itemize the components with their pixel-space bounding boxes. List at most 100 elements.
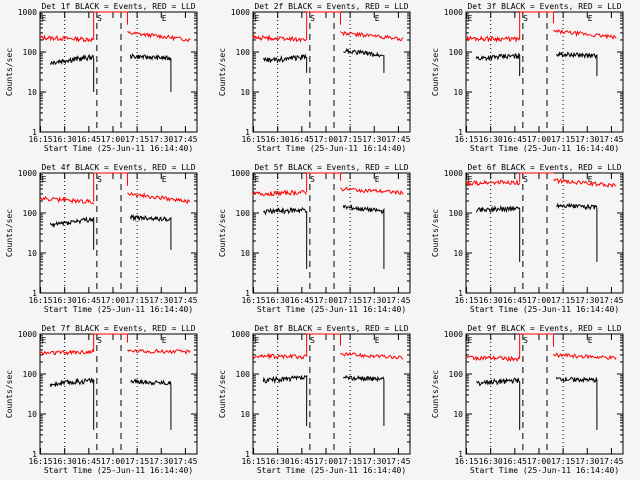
x-tick-label: 16:30 — [53, 457, 77, 466]
event-marker-e: E — [468, 14, 473, 23]
y-tick-label: 10 — [453, 88, 463, 97]
x-tick-label: 17:30 — [149, 457, 173, 466]
y-tick-label: 1000 — [231, 8, 250, 17]
y-tick-label: 100 — [449, 48, 464, 57]
x-tick-label: 17:00 — [101, 135, 125, 144]
series-lld-line — [340, 31, 404, 42]
series-lld-spike — [93, 11, 128, 40]
plot-frame — [252, 333, 411, 455]
series-lld-spike — [519, 333, 554, 359]
y-tick-label: 100 — [23, 48, 38, 57]
y-tick-label: 10 — [27, 88, 37, 97]
y-tick-label: 1 — [32, 128, 37, 137]
plot-frame — [39, 11, 198, 133]
y-tick-label: 1 — [458, 450, 463, 459]
y-axis-label: Counts/sec — [431, 48, 440, 96]
y-tick-label: 100 — [23, 209, 38, 218]
event-marker-e: E — [162, 175, 167, 184]
y-tick-label: 10 — [453, 249, 463, 258]
y-axis-label: Counts/sec — [431, 370, 440, 418]
event-marker-e: E — [42, 14, 47, 23]
y-tick-label: 1000 — [444, 8, 463, 17]
x-tick-label: 17:15 — [125, 296, 149, 305]
panel-title: Det 2f BLACK = Events, RED = LLD — [254, 2, 408, 11]
y-axis-label: Counts/sec — [5, 370, 14, 418]
panel-title: Det 9f BLACK = Events, RED = LLD — [467, 324, 621, 333]
series-events-line — [49, 377, 95, 430]
series-events-line — [476, 377, 521, 430]
x-tick-label: 16:45 — [290, 296, 314, 305]
x-tick-label: 16:15 — [454, 135, 478, 144]
x-tick-label: 17:45 — [599, 457, 623, 466]
x-tick-label: 16:15 — [454, 296, 478, 305]
series-lld-line — [252, 189, 307, 197]
event-marker-e: E — [588, 175, 593, 184]
x-tick-label: 16:15 — [28, 135, 52, 144]
y-tick-label: 100 — [236, 209, 251, 218]
x-tick-label: 16:30 — [266, 296, 290, 305]
x-tick-label: 16:30 — [266, 135, 290, 144]
y-axis-label: Counts/sec — [5, 48, 14, 96]
x-axis-label: Start Time (25-Jun-11 16:14:40) — [470, 466, 619, 475]
x-tick-label: 17:30 — [575, 135, 599, 144]
event-marker-s: S — [97, 336, 102, 345]
x-axis-label: Start Time (25-Jun-11 16:14:40) — [470, 305, 619, 314]
x-axis-label: Start Time (25-Jun-11 16:14:40) — [470, 144, 619, 153]
series-lld-line — [340, 351, 404, 360]
series-lld-line — [252, 353, 308, 360]
series-lld-line — [39, 348, 95, 356]
y-tick-label: 10 — [27, 410, 37, 419]
x-tick-label: 17:00 — [314, 135, 338, 144]
series-lld-spike — [519, 11, 554, 40]
x-axis-label: Start Time (25-Jun-11 16:14:40) — [44, 466, 193, 475]
x-tick-label: 17:15 — [125, 457, 149, 466]
series-lld-spike — [93, 172, 128, 202]
x-tick-label: 17:45 — [386, 296, 410, 305]
event-marker-e: E — [588, 336, 593, 345]
y-tick-label: 1 — [458, 128, 463, 137]
event-marker-e: E — [162, 336, 167, 345]
series-events-line — [555, 50, 598, 77]
panel-title: Det 8f BLACK = Events, RED = LLD — [254, 324, 408, 333]
x-tick-label: 16:30 — [266, 457, 290, 466]
event-marker-e: E — [42, 175, 47, 184]
event-marker-e: E — [588, 14, 593, 23]
series-lld-line — [465, 354, 520, 363]
x-tick-label: 16:30 — [479, 296, 503, 305]
event-marker-e: E — [255, 14, 260, 23]
series-events-line — [342, 204, 385, 269]
x-axis-label: Start Time (25-Jun-11 16:14:40) — [44, 305, 193, 314]
x-tick-label: 17:45 — [386, 135, 410, 144]
x-tick-label: 16:30 — [479, 457, 503, 466]
event-marker-e: E — [375, 14, 380, 23]
series-events-line — [343, 47, 385, 73]
x-tick-label: 17:00 — [314, 457, 338, 466]
x-tick-label: 17:30 — [149, 296, 173, 305]
panel-title: Det 7f BLACK = Events, RED = LLD — [41, 324, 195, 333]
y-tick-label: 1000 — [444, 169, 463, 178]
panel-title: Det 5f BLACK = Events, RED = LLD — [254, 163, 408, 172]
series-lld-line — [340, 186, 404, 196]
x-tick-label: 17:15 — [551, 296, 575, 305]
x-tick-label: 17:45 — [173, 457, 197, 466]
x-tick-label: 17:00 — [101, 296, 125, 305]
x-tick-label: 16:15 — [454, 457, 478, 466]
event-marker-e: E — [468, 175, 473, 184]
y-tick-label: 1000 — [18, 169, 37, 178]
event-marker-s: S — [97, 14, 102, 23]
x-tick-label: 17:15 — [551, 457, 575, 466]
y-tick-label: 10 — [240, 249, 250, 258]
series-events-line — [262, 53, 308, 73]
x-tick-label: 16:45 — [503, 135, 527, 144]
x-tick-label: 17:45 — [599, 296, 623, 305]
x-tick-label: 17:00 — [527, 457, 551, 466]
series-events-line — [262, 206, 308, 269]
series-lld-line — [39, 196, 95, 205]
event-marker-e: E — [375, 336, 380, 345]
x-tick-label: 16:15 — [241, 135, 265, 144]
x-axis-label: Start Time (25-Jun-11 16:14:40) — [257, 144, 406, 153]
event-marker-s: S — [310, 336, 315, 345]
y-tick-label: 1000 — [18, 330, 37, 339]
